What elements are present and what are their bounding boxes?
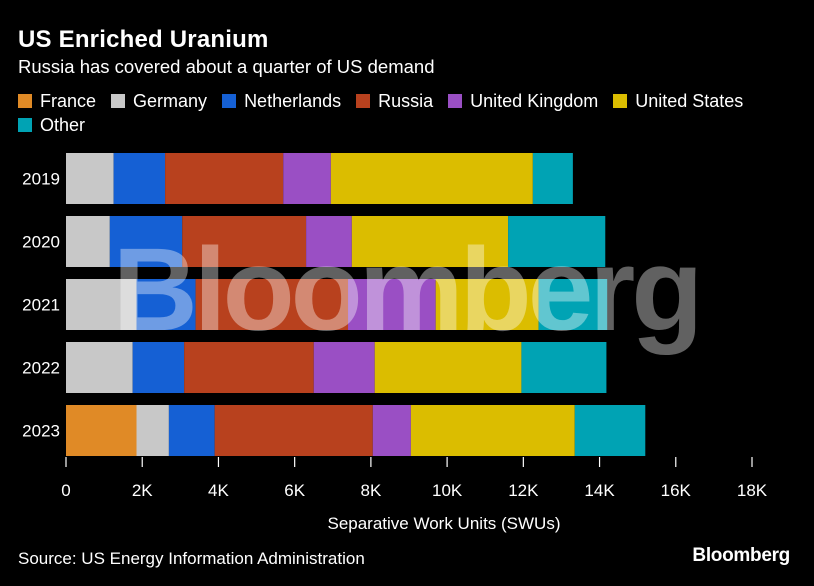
- bar-segment: [66, 216, 110, 267]
- bar-segment: [214, 405, 373, 456]
- bar-segment: [521, 342, 607, 393]
- legend-swatch: [18, 118, 32, 132]
- legend-label: Netherlands: [244, 90, 342, 111]
- legend-item: Germany: [111, 90, 208, 111]
- bar-segment: [182, 216, 307, 267]
- bar-segment: [132, 342, 185, 393]
- bar-segment: [574, 405, 646, 456]
- bar-segment: [109, 216, 183, 267]
- bar-segment: [508, 216, 606, 267]
- bar-segment: [184, 342, 314, 393]
- bar-segment: [410, 405, 575, 456]
- bar-segment: [313, 342, 375, 393]
- bar-segment: [351, 216, 509, 267]
- x-tick-label: 6K: [284, 481, 305, 500]
- legend-label: France: [40, 90, 97, 111]
- bar-segment: [374, 342, 522, 393]
- y-tick-label: 2021: [22, 296, 60, 315]
- bar-segment: [136, 405, 169, 456]
- legend-item: Netherlands: [222, 90, 342, 111]
- brand-logo: Bloomberg: [692, 545, 790, 566]
- watermark: Bloomberg: [113, 224, 700, 356]
- bar-segment: [372, 405, 411, 456]
- chart-legend: France Germany Netherlands Russia United Kin…: [18, 90, 798, 135]
- bar-segment: [306, 216, 352, 267]
- legend-swatch: [18, 94, 32, 108]
- y-tick-label: 2019: [22, 170, 60, 189]
- legend-item: Other: [18, 114, 86, 135]
- bar-segment: [66, 153, 114, 204]
- x-tick-label: 0: [61, 481, 70, 500]
- x-tick-label: 18K: [737, 481, 768, 500]
- bar-segment: [283, 153, 331, 204]
- bar-segment: [348, 279, 436, 330]
- x-tick-label: 10K: [432, 481, 463, 500]
- bar-segment: [66, 405, 137, 456]
- chart-title: US Enriched Uranium: [18, 26, 269, 53]
- legend-item: Russia: [356, 90, 434, 111]
- chart-subtitle: Russia has covered about a quarter of US…: [18, 56, 435, 77]
- legend-label: United States: [635, 90, 744, 111]
- y-tick-label: 2020: [22, 233, 60, 252]
- legend-item: United Kingdom: [448, 90, 599, 111]
- x-tick-label: 8K: [360, 481, 381, 500]
- bar-segment: [113, 153, 166, 204]
- bar-segment: [136, 279, 196, 330]
- y-tick-label: 2022: [22, 359, 60, 378]
- y-tick-label: 2023: [22, 422, 60, 441]
- legend-swatch: [356, 94, 371, 108]
- x-axis-label: Separative Work Units (SWUs): [327, 514, 560, 533]
- x-tick-label: 12K: [508, 481, 539, 500]
- legend-swatch: [448, 94, 463, 108]
- legend-label: Germany: [133, 90, 208, 111]
- bar-segment: [168, 405, 215, 456]
- bar-segment: [165, 153, 284, 204]
- x-tick-label: 14K: [584, 481, 615, 500]
- bar-segment: [66, 342, 133, 393]
- bar-segment: [532, 153, 573, 204]
- legend-swatch: [222, 94, 237, 108]
- x-tick-label: 16K: [661, 481, 692, 500]
- legend-label: Russia: [378, 90, 434, 111]
- bar-segment: [66, 279, 137, 330]
- legend-label: United Kingdom: [470, 90, 599, 111]
- bar-segment: [538, 279, 608, 330]
- bar-segment: [195, 279, 349, 330]
- source-note: Source: US Energy Information Administra…: [18, 549, 365, 568]
- legend-item: France: [18, 90, 97, 111]
- x-tick-label: 4K: [208, 481, 229, 500]
- bar-segment: [330, 153, 533, 204]
- legend-item: United States: [613, 90, 744, 111]
- legend-swatch: [613, 94, 628, 108]
- bar-segment: [435, 279, 539, 330]
- legend-swatch: [111, 94, 126, 108]
- x-tick-label: 2K: [132, 481, 153, 500]
- legend-label: Other: [40, 114, 86, 135]
